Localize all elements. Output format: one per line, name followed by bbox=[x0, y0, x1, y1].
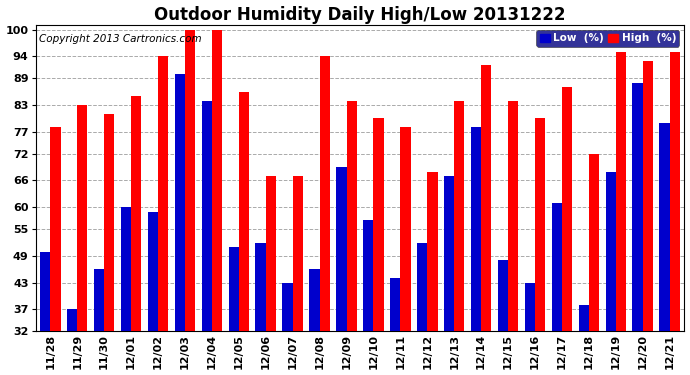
Bar bbox=[562, 87, 572, 332]
Bar bbox=[266, 176, 276, 332]
Bar bbox=[373, 118, 384, 332]
Legend: Low  (%), High  (%): Low (%), High (%) bbox=[537, 30, 679, 46]
Bar bbox=[212, 30, 222, 332]
Bar bbox=[525, 283, 535, 332]
Bar bbox=[94, 269, 104, 332]
Bar bbox=[606, 172, 615, 332]
Bar bbox=[481, 65, 491, 332]
Bar bbox=[589, 154, 599, 332]
Bar bbox=[633, 83, 642, 332]
Bar bbox=[552, 202, 562, 332]
Bar bbox=[50, 127, 61, 332]
Bar bbox=[508, 100, 518, 332]
Bar bbox=[40, 252, 50, 332]
Bar bbox=[239, 92, 249, 332]
Bar bbox=[282, 283, 293, 332]
Bar bbox=[427, 172, 437, 332]
Title: Outdoor Humidity Daily High/Low 20131222: Outdoor Humidity Daily High/Low 20131222 bbox=[155, 6, 566, 24]
Bar bbox=[336, 167, 346, 332]
Bar bbox=[669, 52, 680, 332]
Bar bbox=[417, 243, 427, 332]
Bar bbox=[319, 56, 330, 332]
Bar bbox=[293, 176, 303, 332]
Bar bbox=[104, 114, 115, 332]
Bar bbox=[642, 61, 653, 332]
Bar bbox=[175, 74, 185, 332]
Bar bbox=[228, 247, 239, 332]
Bar bbox=[346, 100, 357, 332]
Bar bbox=[535, 118, 545, 332]
Bar bbox=[201, 100, 212, 332]
Bar bbox=[660, 123, 669, 332]
Bar bbox=[471, 127, 481, 332]
Bar bbox=[121, 207, 131, 332]
Bar bbox=[185, 30, 195, 332]
Bar bbox=[158, 56, 168, 332]
Bar bbox=[363, 220, 373, 332]
Bar bbox=[67, 309, 77, 332]
Bar bbox=[444, 176, 454, 332]
Bar bbox=[498, 260, 508, 332]
Bar bbox=[255, 243, 266, 332]
Bar bbox=[148, 211, 158, 332]
Bar bbox=[390, 278, 400, 332]
Bar bbox=[77, 105, 88, 332]
Bar bbox=[454, 100, 464, 332]
Bar bbox=[615, 52, 626, 332]
Bar bbox=[400, 127, 411, 332]
Bar bbox=[579, 305, 589, 332]
Bar bbox=[309, 269, 319, 332]
Text: Copyright 2013 Cartronics.com: Copyright 2013 Cartronics.com bbox=[39, 34, 201, 44]
Bar bbox=[131, 96, 141, 332]
